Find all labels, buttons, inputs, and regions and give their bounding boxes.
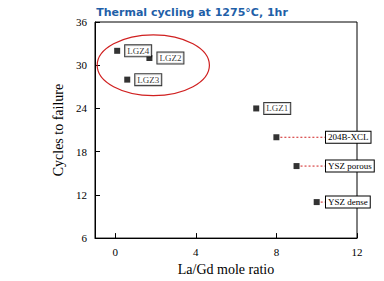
svg-text:Thermal cycling at 1275°C, 1hr: Thermal cycling at 1275°C, 1hr xyxy=(96,6,288,19)
svg-text:36: 36 xyxy=(76,16,88,28)
svg-text:8: 8 xyxy=(274,246,280,258)
svg-text:12: 12 xyxy=(352,246,363,258)
svg-text:30: 30 xyxy=(76,59,88,71)
svg-text:4: 4 xyxy=(193,246,199,258)
svg-text:LGZ2: LGZ2 xyxy=(159,53,181,63)
svg-text:LGZ1: LGZ1 xyxy=(266,103,288,113)
svg-text:Cycles to failure: Cycles to failure xyxy=(51,84,66,177)
svg-text:12: 12 xyxy=(76,189,87,201)
svg-text:204B-XCL: 204B-XCL xyxy=(328,132,369,142)
svg-text:24: 24 xyxy=(76,102,88,114)
svg-text:6: 6 xyxy=(82,232,88,244)
svg-text:YSZ porous: YSZ porous xyxy=(328,161,372,171)
svg-text:0: 0 xyxy=(112,246,118,258)
svg-text:La/Gd mole ratio: La/Gd mole ratio xyxy=(178,262,274,277)
svg-text:18: 18 xyxy=(76,146,88,158)
svg-text:LGZ4: LGZ4 xyxy=(127,46,149,56)
svg-text:YSZ dense: YSZ dense xyxy=(328,197,368,207)
svg-text:LGZ3: LGZ3 xyxy=(137,75,159,85)
